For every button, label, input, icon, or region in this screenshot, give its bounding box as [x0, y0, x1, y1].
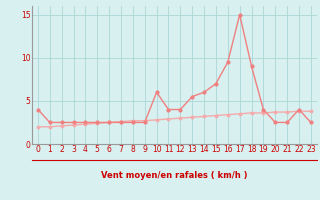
X-axis label: Vent moyen/en rafales ( km/h ): Vent moyen/en rafales ( km/h )	[101, 171, 248, 180]
